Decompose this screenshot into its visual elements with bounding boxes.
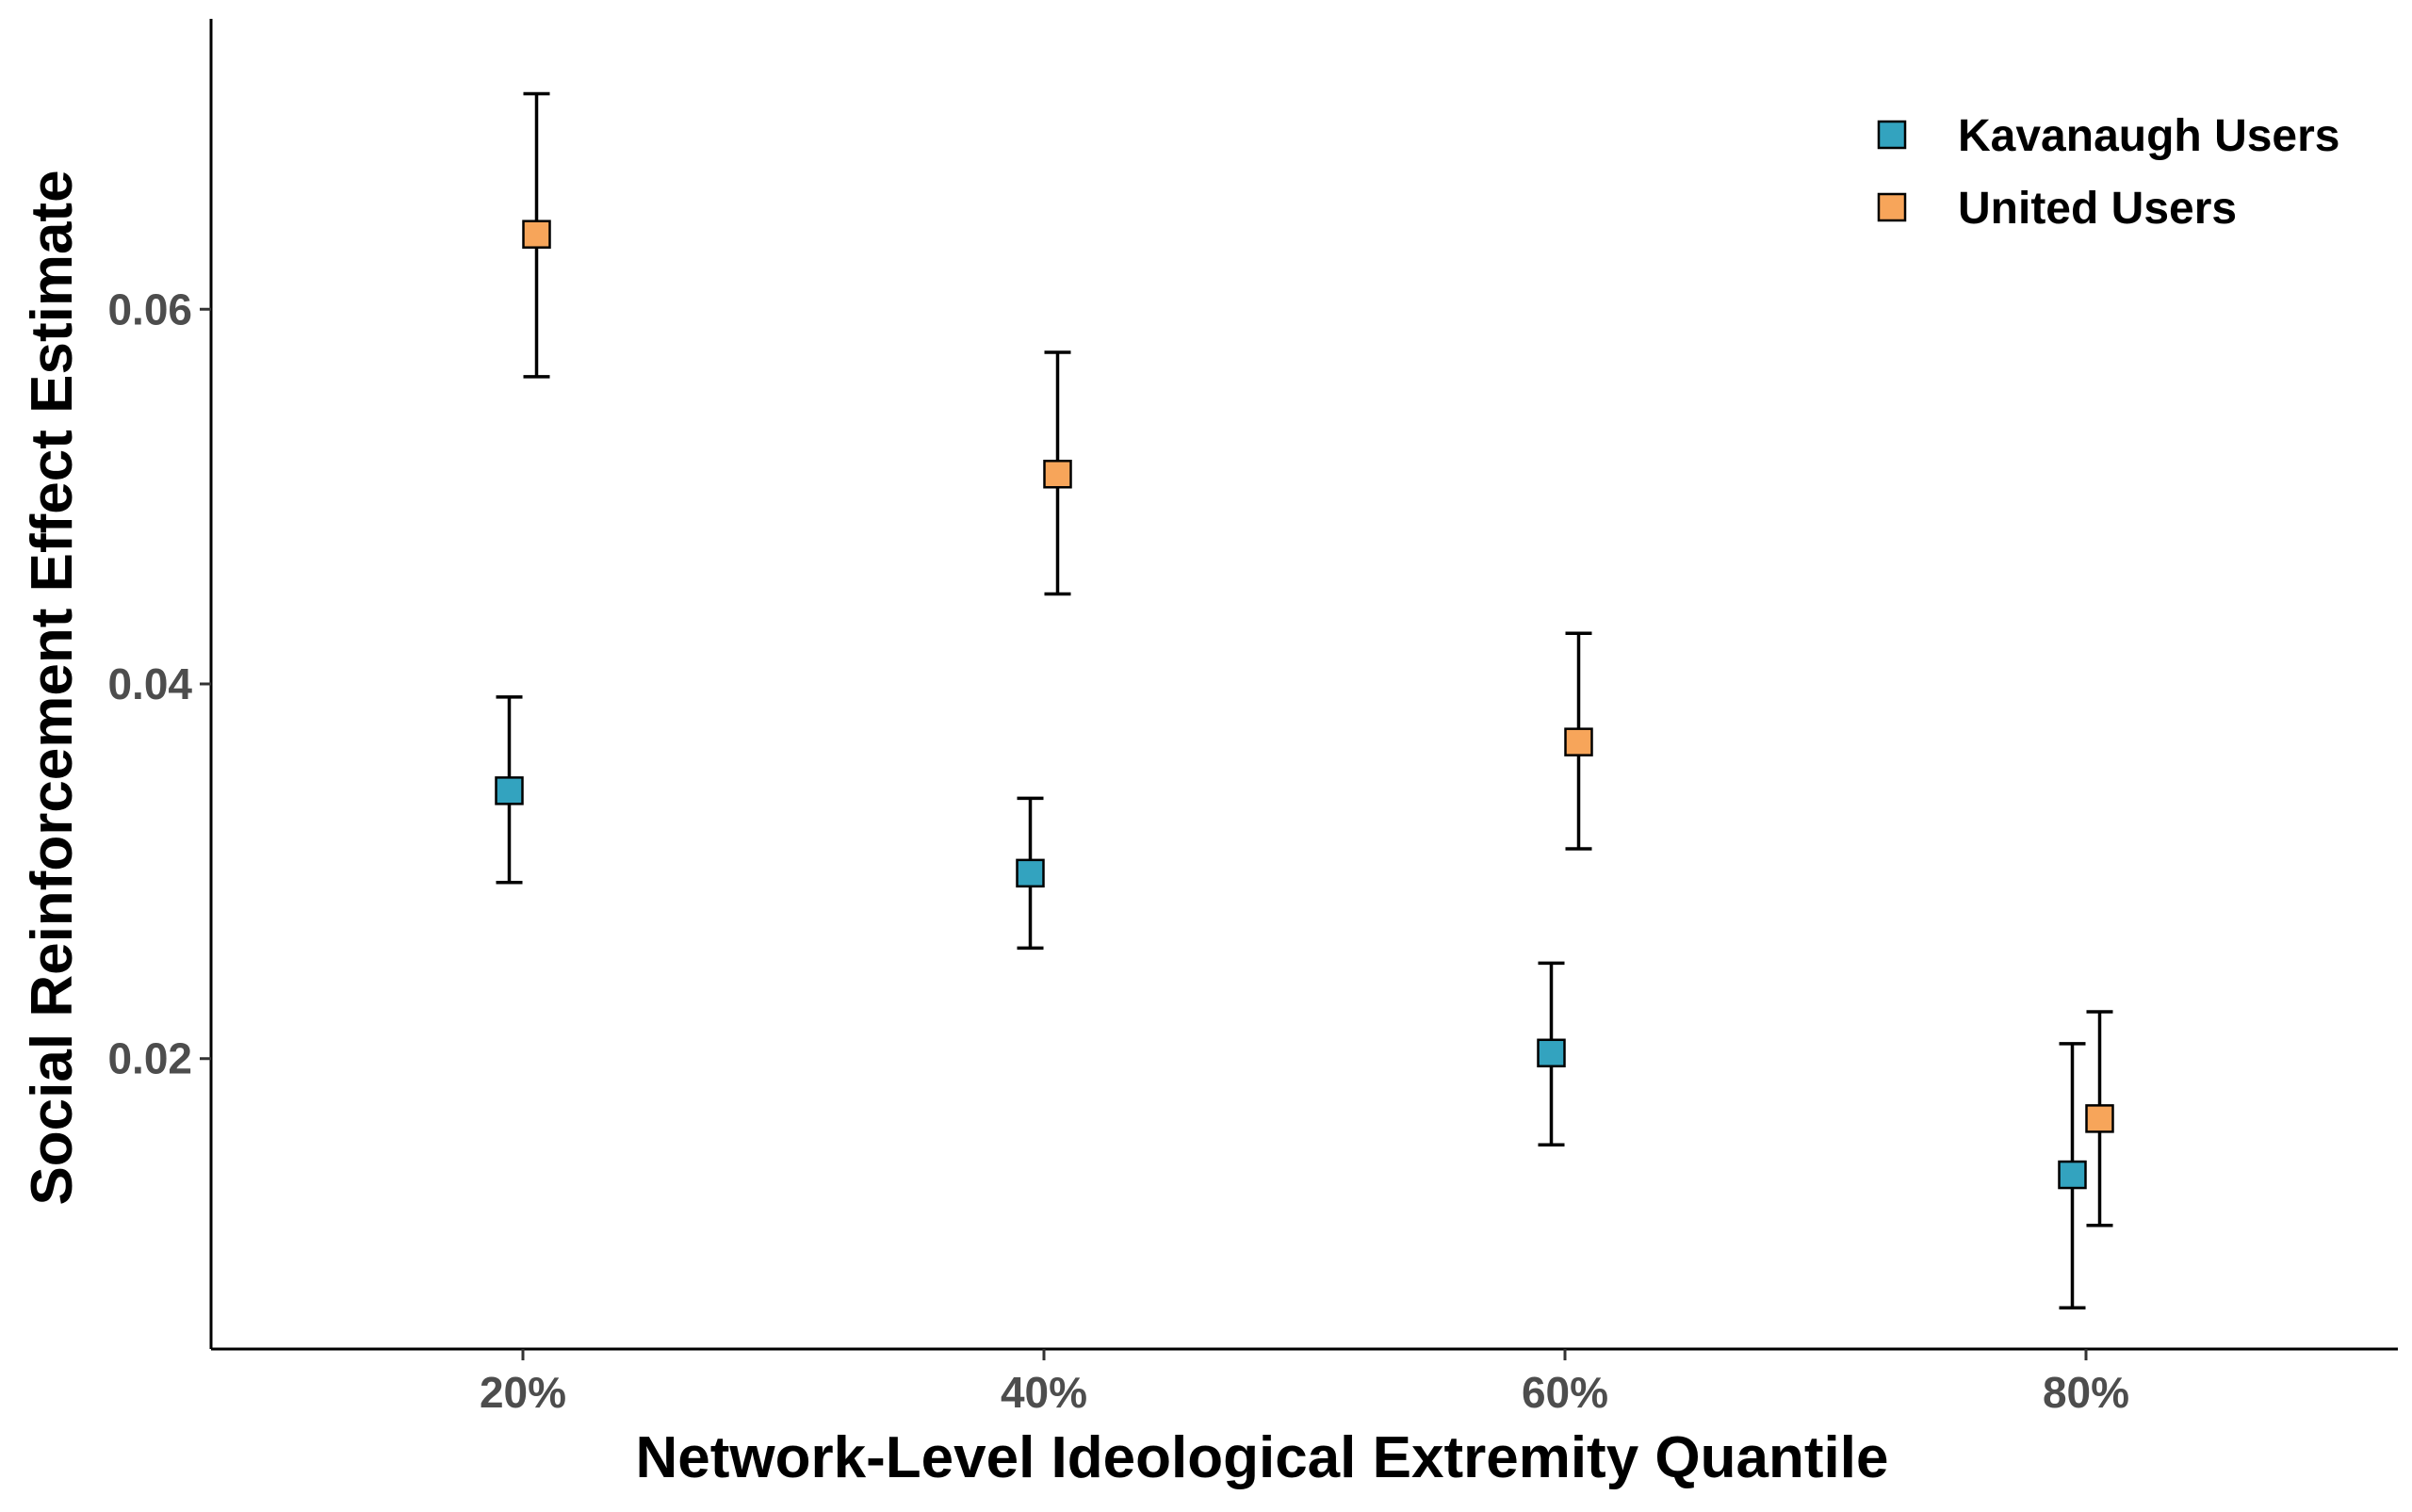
x-tick-label: 80% [2043,1368,2129,1417]
x-tick-label: 60% [1522,1368,1608,1417]
data-point-kavanaugh [495,776,524,805]
y-tick-label: 0.02 [107,1034,192,1083]
x-tick-label: 40% [1001,1368,1087,1417]
y-axis-title: Social Reinforcement Effect Estimate [20,170,85,1205]
legend: Kavanaugh Users United Users [1877,111,2340,234]
data-point-kavanaugh [1537,1038,1566,1068]
data-point-kavanaugh [2058,1160,2087,1190]
legend-key [1877,120,1907,150]
axes: 0.02 0.04 0.06 20% 40% 60% 80% [107,19,2398,1417]
chart-marks [495,91,2114,1309]
data-point-united [1043,460,1072,489]
data-point-united [1564,727,1593,756]
data-point-united [522,219,551,249]
y-tick-label: 0.06 [107,285,192,333]
x-tick-label: 20% [480,1368,566,1417]
data-point-united [2085,1104,2114,1133]
x-axis-title: Network-Level Ideological Extremity Quan… [636,1425,1889,1490]
legend-key [1877,192,1907,222]
legend-label: United Users [1958,184,2237,234]
data-point-kavanaugh [1016,858,1045,888]
y-tick-label: 0.04 [107,659,192,708]
legend-label: Kavanaugh Users [1958,111,2340,161]
